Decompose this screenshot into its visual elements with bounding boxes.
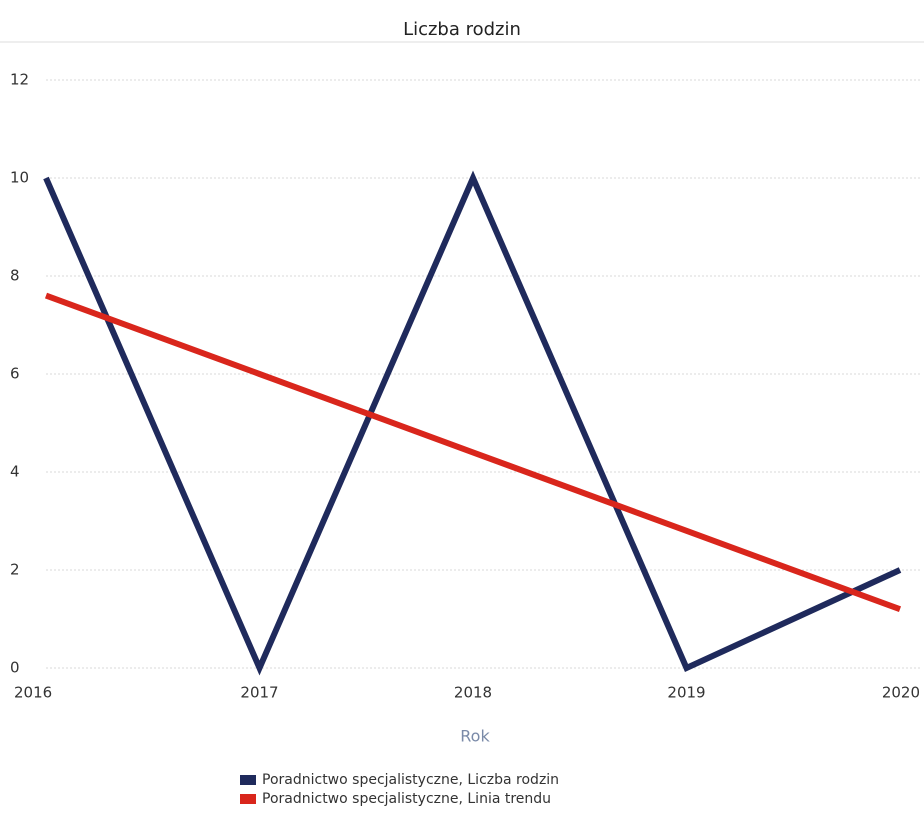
chart-title: Liczba rodzin [403,19,521,40]
legend-label: Poradnictwo specjalistyczne, Liczba rodz… [262,772,559,788]
series-line [43,170,902,676]
legend-swatch [240,775,256,785]
x-tick-label: 2016 [14,684,52,702]
y-tick-label: 10 [10,169,29,187]
x-tick-label: 2020 [882,684,920,702]
legend-label: Poradnictwo specjalistyczne, Linia trend… [262,791,551,807]
series-line [44,292,902,613]
y-tick-label: 8 [10,267,20,285]
y-tick-label: 12 [10,71,29,89]
y-tick-label: 6 [10,365,20,383]
legend-swatch [240,794,256,804]
y-tick-label: 2 [10,561,20,579]
x-tick-label: 2019 [667,684,705,702]
y-tick-label: 0 [10,659,20,677]
x-tick-label: 2017 [240,684,278,702]
x-tick-label: 2018 [454,684,492,702]
x-axis-label: Rok [460,727,490,746]
y-tick-label: 4 [10,463,20,481]
